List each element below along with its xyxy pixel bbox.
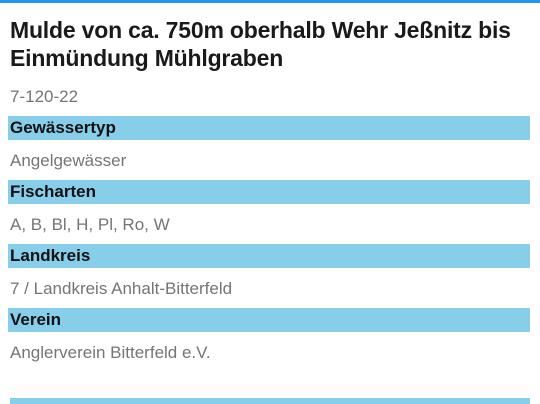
section-header-verein: Verein (8, 308, 530, 332)
top-accent-bar (0, 0, 540, 3)
section-value-gewaessertyp: Angelgewässer (10, 151, 127, 170)
section-fischarten: Fischarten A, B, Bl, H, Pl, Ro, W (8, 180, 530, 236)
section-header-gewaessertyp: Gewässertyp (8, 116, 530, 140)
water-title: Mulde von ca. 750m oberhalb Wehr Jeßnitz… (10, 17, 511, 71)
detail-view: Mulde von ca. 750m oberhalb Wehr Jeßnitz… (8, 16, 530, 364)
section-value-fischarten: A, B, Bl, H, Pl, Ro, W (10, 215, 170, 234)
section-value-verein: Anglerverein Bitterfeld e.V. (10, 343, 211, 362)
section-verein: Verein Anglerverein Bitterfeld e.V. (8, 308, 530, 364)
section-gewaessertyp: Gewässertyp Angelgewässer (8, 116, 530, 172)
next-section-header-partial (10, 398, 530, 404)
section-landkreis: Landkreis 7 / Landkreis Anhalt-Bitterfel… (8, 244, 530, 300)
section-header-landkreis: Landkreis (8, 244, 530, 268)
section-value-landkreis: 7 / Landkreis Anhalt-Bitterfeld (10, 279, 233, 298)
water-code: 7-120-22 (10, 87, 79, 106)
section-header-fischarten: Fischarten (8, 180, 530, 204)
